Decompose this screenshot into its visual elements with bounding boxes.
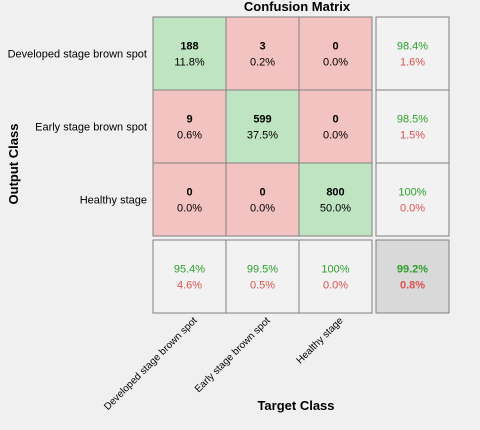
cell-percent: 50.0% xyxy=(320,203,351,215)
col-tick-label: Early stage brown spot xyxy=(193,315,273,395)
cell-count: 0 xyxy=(332,114,338,126)
col-summary-cell xyxy=(152,239,227,314)
row-summary-cell xyxy=(375,162,450,237)
cell-count: 800 xyxy=(326,187,344,199)
chart-title: Confusion Matrix xyxy=(244,0,351,14)
overall-cell xyxy=(375,239,450,314)
row-summary-cell xyxy=(375,16,450,91)
overall-correct: 99.2% xyxy=(397,264,428,276)
col-tick-label: Developed stage brown spot xyxy=(102,315,200,413)
col-summary-correct: 99.5% xyxy=(247,264,278,276)
matrix-cell xyxy=(152,162,227,237)
cell-count: 3 xyxy=(259,41,265,53)
cell-percent: 0.0% xyxy=(323,57,348,69)
col-summary-error: 4.6% xyxy=(177,280,202,292)
row-summary-error: 0.0% xyxy=(400,203,425,215)
cell-count: 188 xyxy=(180,41,198,53)
y-axis-label: Output Class xyxy=(6,124,21,205)
matrix-cell xyxy=(298,162,373,237)
col-summary-error: 0.5% xyxy=(250,280,275,292)
cell-count: 9 xyxy=(186,114,192,126)
cell-percent: 37.5% xyxy=(247,130,278,142)
matrix-cell xyxy=(225,89,300,164)
x-axis-label: Target Class xyxy=(257,398,334,413)
row-summary-cell xyxy=(375,89,450,164)
cell-percent: 11.8% xyxy=(174,57,205,69)
cell-percent: 0.6% xyxy=(177,130,202,142)
cell-percent: 0.0% xyxy=(177,203,202,215)
row-summary-error: 1.5% xyxy=(400,130,425,142)
col-summary-cell xyxy=(298,239,373,314)
col-tick-label: Healthy stage xyxy=(295,315,346,366)
cell-count: 0 xyxy=(186,187,192,199)
row-tick-label: Developed stage brown spot xyxy=(8,49,147,61)
cell-percent: 0.0% xyxy=(250,203,275,215)
cell-count: 0 xyxy=(259,187,265,199)
overall-error: 0.8% xyxy=(400,280,425,292)
cell-percent: 0.0% xyxy=(323,130,348,142)
row-summary-correct: 98.4% xyxy=(397,41,428,53)
col-summary-correct: 95.4% xyxy=(174,264,205,276)
cell-count: 599 xyxy=(253,114,271,126)
cell-count: 0 xyxy=(332,41,338,53)
row-summary-error: 1.6% xyxy=(400,57,425,69)
matrix-cell xyxy=(152,89,227,164)
row-summary-correct: 100% xyxy=(398,187,426,199)
row-tick-label: Early stage brown spot xyxy=(35,122,147,134)
row-tick-label: Healthy stage xyxy=(80,195,147,207)
matrix-cell xyxy=(225,162,300,237)
col-summary-error: 0.0% xyxy=(323,280,348,292)
matrix-cell xyxy=(152,16,227,91)
row-summary-correct: 98.5% xyxy=(397,114,428,126)
matrix-cell xyxy=(298,16,373,91)
col-summary-cell xyxy=(225,239,300,314)
col-summary-correct: 100% xyxy=(321,264,349,276)
cell-percent: 0.2% xyxy=(250,57,275,69)
matrix-cell xyxy=(298,89,373,164)
matrix-cell xyxy=(225,16,300,91)
